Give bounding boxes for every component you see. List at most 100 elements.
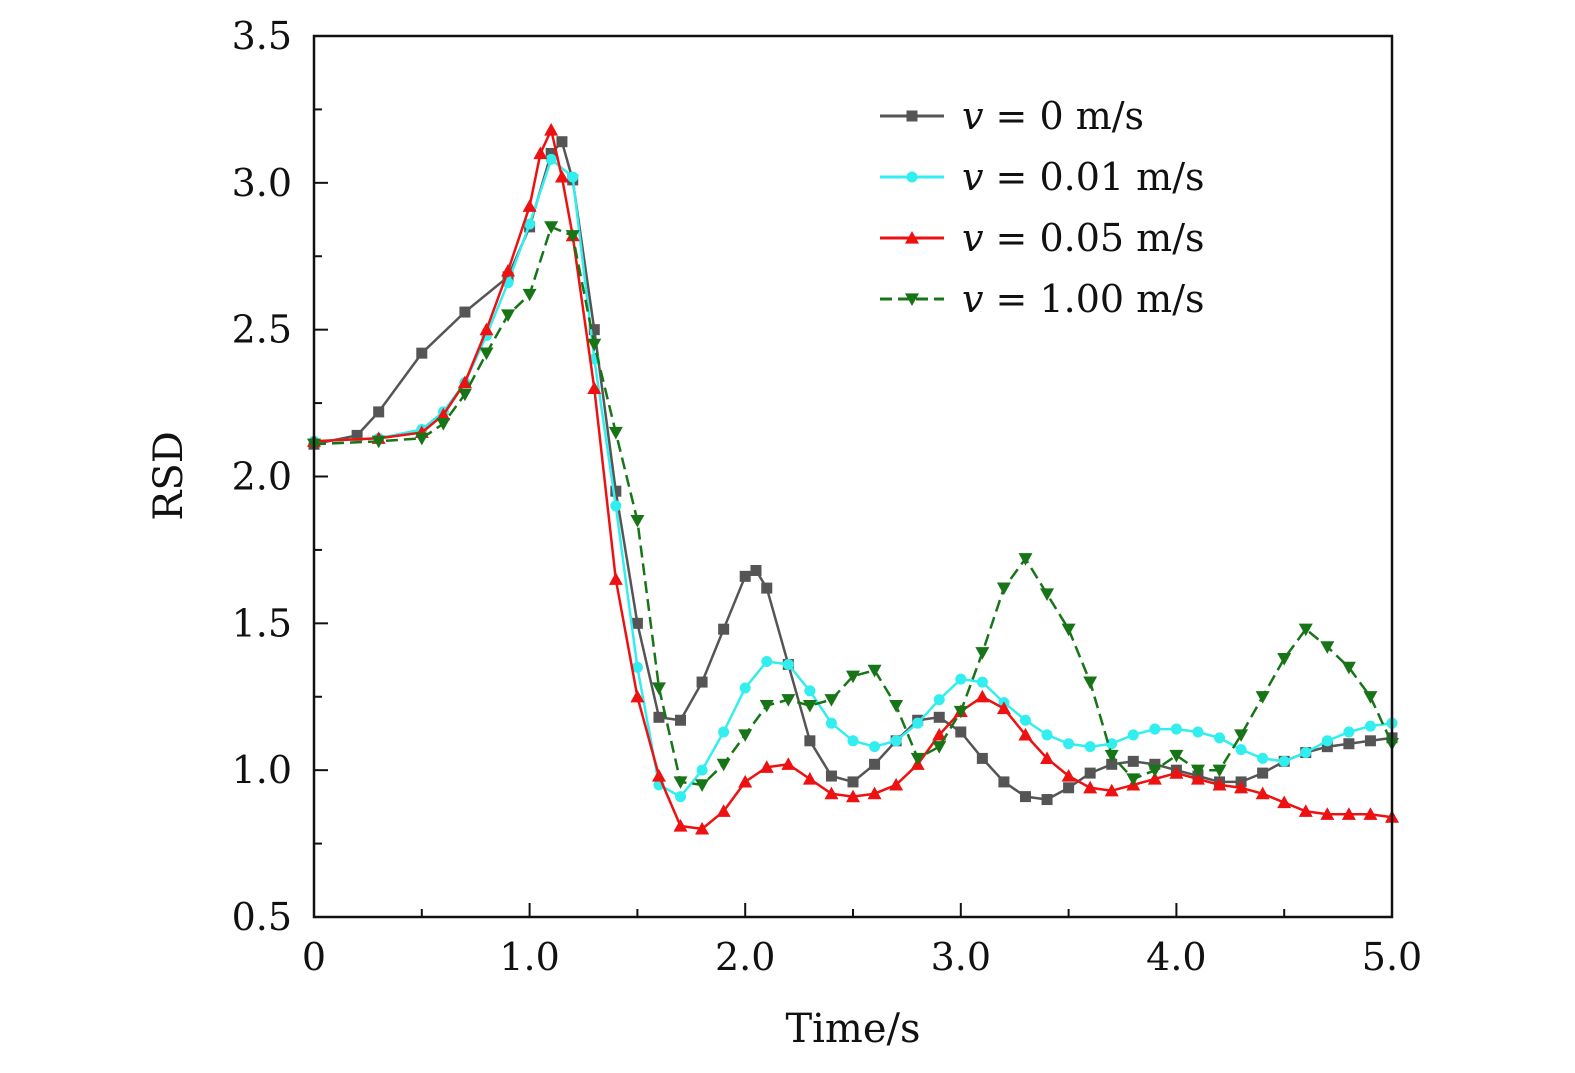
data-point — [695, 821, 710, 835]
data-point — [1235, 744, 1247, 756]
data-point — [953, 705, 968, 719]
data-point — [761, 656, 773, 668]
data-point — [673, 818, 688, 832]
data-point — [1343, 738, 1355, 750]
series-line — [313, 128, 1393, 831]
data-point — [976, 676, 988, 688]
legend-label: v = 0.01 m/s — [962, 155, 1205, 199]
legend-item: v = 0.01 m/s — [880, 155, 1205, 199]
data-point — [675, 791, 687, 803]
data-point — [696, 764, 708, 776]
data-point — [1083, 780, 1098, 794]
data-point — [889, 777, 904, 791]
data-point — [1278, 755, 1290, 767]
data-point — [1320, 641, 1335, 654]
data-point — [436, 407, 451, 421]
data-point — [1084, 767, 1096, 779]
y-tick-label: 1.5 — [232, 601, 292, 645]
series-layer — [307, 122, 1399, 835]
data-point — [955, 726, 967, 738]
data-point — [750, 564, 762, 576]
data-point — [782, 658, 794, 670]
data-point — [630, 514, 645, 528]
data-point — [718, 623, 730, 635]
data-point — [1363, 807, 1378, 820]
x-tick-label: 4.0 — [1146, 935, 1206, 979]
data-point — [545, 147, 557, 159]
data-point — [544, 221, 559, 234]
legend-label: v = 0.05 m/s — [962, 216, 1205, 260]
data-point — [804, 735, 816, 747]
legend-label: v = 1.00 m/s — [962, 277, 1205, 321]
x-tick-label: 2.0 — [715, 935, 775, 979]
data-point — [1341, 807, 1356, 820]
data-point — [1019, 714, 1031, 726]
series-1 — [308, 136, 1398, 806]
legend-item: v = 0.05 m/s — [880, 216, 1205, 260]
data-point — [825, 770, 837, 782]
legend: v = 0 m/s v = 0.01 m/s v = 0.05 m/s v = 1.0… — [880, 94, 1205, 321]
data-point — [631, 617, 643, 629]
data-point — [533, 146, 548, 160]
data-point — [932, 741, 947, 754]
y-axis-title: RSD — [146, 431, 192, 521]
data-point — [1212, 777, 1227, 791]
data-point — [1190, 764, 1205, 778]
data-point — [1106, 738, 1118, 750]
data-point — [889, 699, 904, 713]
data-point — [1149, 758, 1161, 770]
y-tick-label: 2.5 — [232, 308, 292, 352]
series-3 — [307, 122, 1399, 835]
data-point — [869, 741, 881, 753]
data-point — [522, 288, 537, 302]
legend-marker — [905, 231, 919, 244]
y-tick-labels: 0.5 1.0 1.5 2.0 2.5 3.0 3.5 — [232, 14, 292, 939]
data-point — [608, 572, 623, 585]
series-4 — [307, 221, 1399, 792]
data-point — [416, 347, 428, 359]
data-point — [1214, 732, 1226, 744]
series-line — [313, 140, 1393, 801]
y-tick-label: 2.0 — [232, 455, 292, 499]
data-point — [761, 582, 773, 594]
data-point — [501, 309, 516, 322]
data-point — [781, 757, 796, 770]
data-point — [351, 429, 363, 441]
data-point — [696, 676, 708, 688]
data-point — [846, 670, 860, 684]
legend-label: v = 0 m/s — [962, 94, 1144, 138]
data-point — [933, 711, 945, 723]
data-point — [718, 726, 730, 738]
x-tick-label: 0 — [302, 935, 326, 979]
data-point — [1298, 804, 1313, 817]
legend-marker — [905, 293, 919, 306]
data-point — [846, 789, 860, 803]
series-line — [313, 225, 1394, 787]
data-point — [932, 727, 947, 741]
data-point — [556, 136, 568, 148]
data-point — [1343, 726, 1355, 738]
data-point — [1363, 691, 1378, 704]
data-point — [781, 694, 796, 707]
data-point — [802, 699, 817, 713]
data-point — [675, 714, 687, 726]
data-point — [739, 570, 751, 582]
data-point — [716, 804, 731, 817]
data-point — [976, 752, 988, 764]
data-point — [738, 774, 753, 788]
x-tick-label: 5.0 — [1362, 935, 1422, 979]
data-point — [1212, 764, 1227, 778]
data-point — [759, 760, 774, 773]
series-2 — [308, 153, 1398, 803]
data-point — [1149, 723, 1161, 735]
legend-item: v = 0 m/s — [880, 94, 1144, 138]
data-point — [1321, 735, 1333, 747]
data-point — [522, 199, 537, 212]
data-point — [544, 122, 559, 136]
data-point — [975, 647, 990, 660]
data-point — [1257, 752, 1269, 764]
data-point — [479, 322, 494, 336]
data-point — [479, 347, 494, 361]
data-point — [457, 388, 472, 402]
legend-marker — [906, 110, 918, 122]
